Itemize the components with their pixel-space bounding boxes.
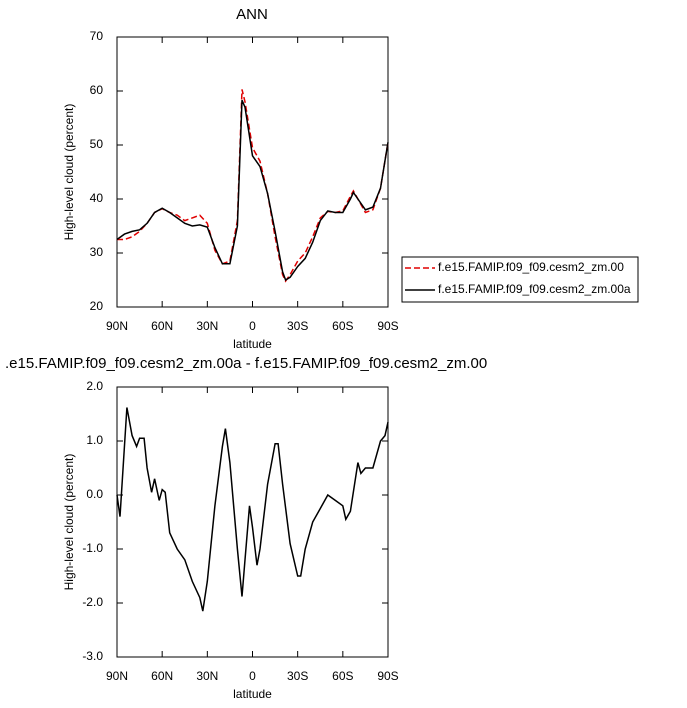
x-tick-label: 60N bbox=[151, 669, 173, 683]
data-line bbox=[116, 99, 389, 282]
y-tick-label: 60 bbox=[90, 83, 104, 97]
x-tick-label: 90N bbox=[106, 319, 128, 333]
y-tick-label: -2.0 bbox=[82, 595, 103, 609]
x-tick-label: 0 bbox=[249, 669, 256, 683]
x-tick-label: 60S bbox=[332, 669, 353, 683]
x-tick-label: 60N bbox=[151, 319, 173, 333]
x-tick-label: 90N bbox=[106, 669, 128, 683]
x-tick-label: 90S bbox=[377, 319, 398, 333]
legend-label: f.e15.FAMIP.f09_f09.cesm2_zm.00a bbox=[438, 282, 631, 296]
x-axis-label: latitude bbox=[233, 337, 272, 351]
y-axis-label: High-level cloud (percent) bbox=[62, 104, 76, 241]
chart-title: ANN bbox=[236, 6, 268, 23]
x-tick-label: 90S bbox=[377, 669, 398, 683]
x-tick-label: 0 bbox=[249, 319, 256, 333]
x-tick-label: 30N bbox=[196, 319, 218, 333]
y-tick-label: 1.0 bbox=[86, 433, 103, 447]
data-line bbox=[117, 89, 389, 283]
plot-frame bbox=[116, 36, 389, 308]
y-tick-label: 2.0 bbox=[86, 379, 103, 393]
legend-box bbox=[401, 256, 639, 303]
y-tick-label: 40 bbox=[90, 191, 104, 205]
y-tick-label: -1.0 bbox=[82, 541, 103, 555]
y-tick-label: 30 bbox=[90, 245, 104, 259]
y-tick-label: 70 bbox=[90, 29, 104, 43]
x-tick-label: 60S bbox=[332, 319, 353, 333]
legend-label: f.e15.FAMIP.f09_f09.cesm2_zm.00 bbox=[438, 260, 624, 274]
y-tick-label: -3.0 bbox=[82, 649, 103, 663]
x-tick-label: 30N bbox=[196, 669, 218, 683]
x-tick-label: 30S bbox=[287, 669, 308, 683]
chart-title: .e15.FAMIP.f09_f09.cesm2_zm.00a - f.e15.… bbox=[5, 355, 487, 372]
y-tick-label: 50 bbox=[90, 137, 104, 151]
y-tick-label: 0.0 bbox=[86, 487, 103, 501]
x-axis-label: latitude bbox=[233, 687, 272, 701]
y-tick-label: 20 bbox=[90, 299, 104, 313]
data-line bbox=[116, 407, 389, 612]
y-axis-label: High-level cloud (percent) bbox=[62, 454, 76, 591]
x-tick-label: 30S bbox=[287, 319, 308, 333]
